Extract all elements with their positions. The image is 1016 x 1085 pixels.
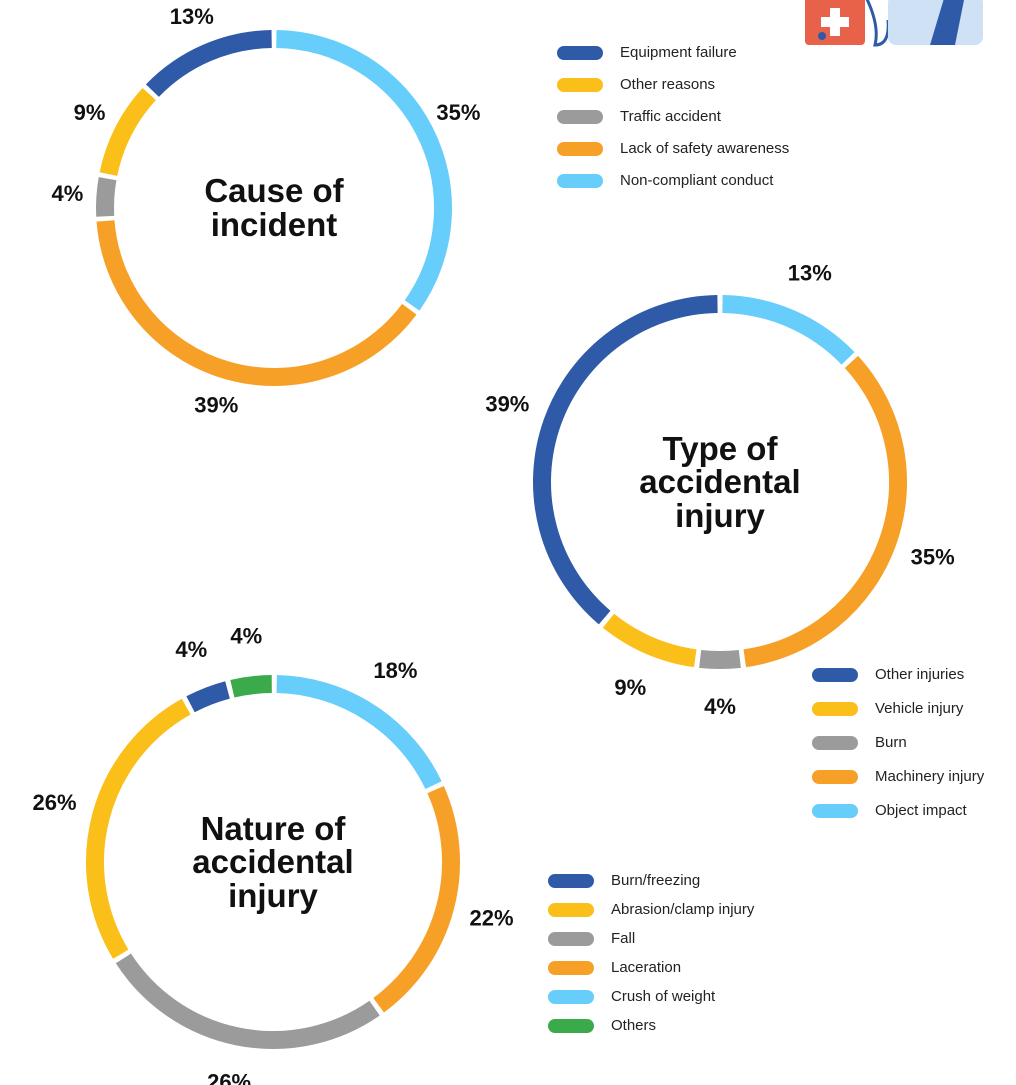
donut-segment xyxy=(699,649,741,669)
legend-label: Other injuries xyxy=(875,666,964,683)
chart-title-box: Nature of accidental injury xyxy=(192,809,354,914)
donut-segment xyxy=(99,87,156,177)
value-label: 13% xyxy=(170,4,214,29)
legend-label: Others xyxy=(611,1017,656,1034)
donut-segment xyxy=(276,30,452,311)
legend-label: Vehicle injury xyxy=(875,700,964,717)
legend-label: Burn/freezing xyxy=(611,872,700,889)
legend-swatch xyxy=(557,142,603,156)
donut-segment xyxy=(145,30,272,97)
chart-title-box: Cause of incident xyxy=(204,172,344,243)
donut-segment xyxy=(115,953,380,1049)
legend-swatch xyxy=(812,736,858,750)
legend-label: Burn xyxy=(875,734,907,751)
legend-swatch xyxy=(548,961,594,975)
legend-swatch xyxy=(557,78,603,92)
value-label: 35% xyxy=(436,100,480,125)
value-label: 9% xyxy=(614,675,646,700)
donut-segment xyxy=(186,681,231,713)
value-label: 18% xyxy=(373,658,417,683)
value-label: 39% xyxy=(194,393,238,418)
donut-segment xyxy=(86,698,191,959)
value-label: 22% xyxy=(469,906,513,931)
legend-label: Abrasion/clamp injury xyxy=(611,901,755,918)
legend-swatch xyxy=(812,668,858,682)
legend-swatch xyxy=(557,174,603,188)
legend-label: Crush of weight xyxy=(611,988,716,1005)
chart-title: Type of accidental injury xyxy=(639,429,801,534)
legend-swatch xyxy=(548,874,594,888)
donut-segment xyxy=(722,295,855,365)
legend-label: Machinery injury xyxy=(875,768,985,785)
value-label: 26% xyxy=(32,790,76,815)
donut-segment xyxy=(373,785,460,1013)
legend-swatch xyxy=(548,932,594,946)
doctor-tie xyxy=(930,0,964,45)
value-label: 4% xyxy=(175,637,207,662)
legend-label: Fall xyxy=(611,930,635,947)
legend-swatch xyxy=(812,702,858,716)
chart-title-box: Type of accidental injury xyxy=(639,429,801,534)
legend-label: Other reasons xyxy=(620,76,715,93)
legend-swatch xyxy=(548,990,594,1004)
stethoscope xyxy=(865,0,890,47)
value-label: 35% xyxy=(911,544,955,569)
legend-swatch xyxy=(548,1019,594,1033)
value-label: 9% xyxy=(74,100,106,125)
legend-label: Traffic accident xyxy=(620,108,722,125)
value-label: 4% xyxy=(230,623,262,648)
value-label: 4% xyxy=(704,694,736,719)
donut-segment xyxy=(96,177,117,217)
legend-label: Lack of safety awareness xyxy=(620,140,789,157)
value-label: 26% xyxy=(207,1070,251,1085)
medical-icon xyxy=(805,0,983,47)
donut-segment xyxy=(276,675,442,790)
legend-swatch xyxy=(812,770,858,784)
stethoscope-head xyxy=(818,32,826,40)
donut-segment xyxy=(533,295,718,625)
legend-label: Object impact xyxy=(875,802,968,819)
legend-label: Laceration xyxy=(611,959,681,976)
chart-title: Cause of incident xyxy=(204,172,344,243)
value-label: 39% xyxy=(485,391,529,416)
legend-swatch xyxy=(557,46,603,60)
cross xyxy=(821,17,849,27)
donut-segment xyxy=(602,613,697,668)
legend-swatch xyxy=(812,804,858,818)
value-label: 13% xyxy=(788,260,832,285)
donut-segment xyxy=(230,675,273,698)
legend-swatch xyxy=(557,110,603,124)
donut-segment xyxy=(96,220,417,386)
value-label: 4% xyxy=(52,181,84,206)
legend-swatch xyxy=(548,903,594,917)
donut-segment xyxy=(743,355,907,668)
legend-label: Equipment failure xyxy=(620,44,737,61)
chart-title: Nature of accidental injury xyxy=(192,809,354,914)
legend-label: Non-compliant conduct xyxy=(620,172,774,189)
